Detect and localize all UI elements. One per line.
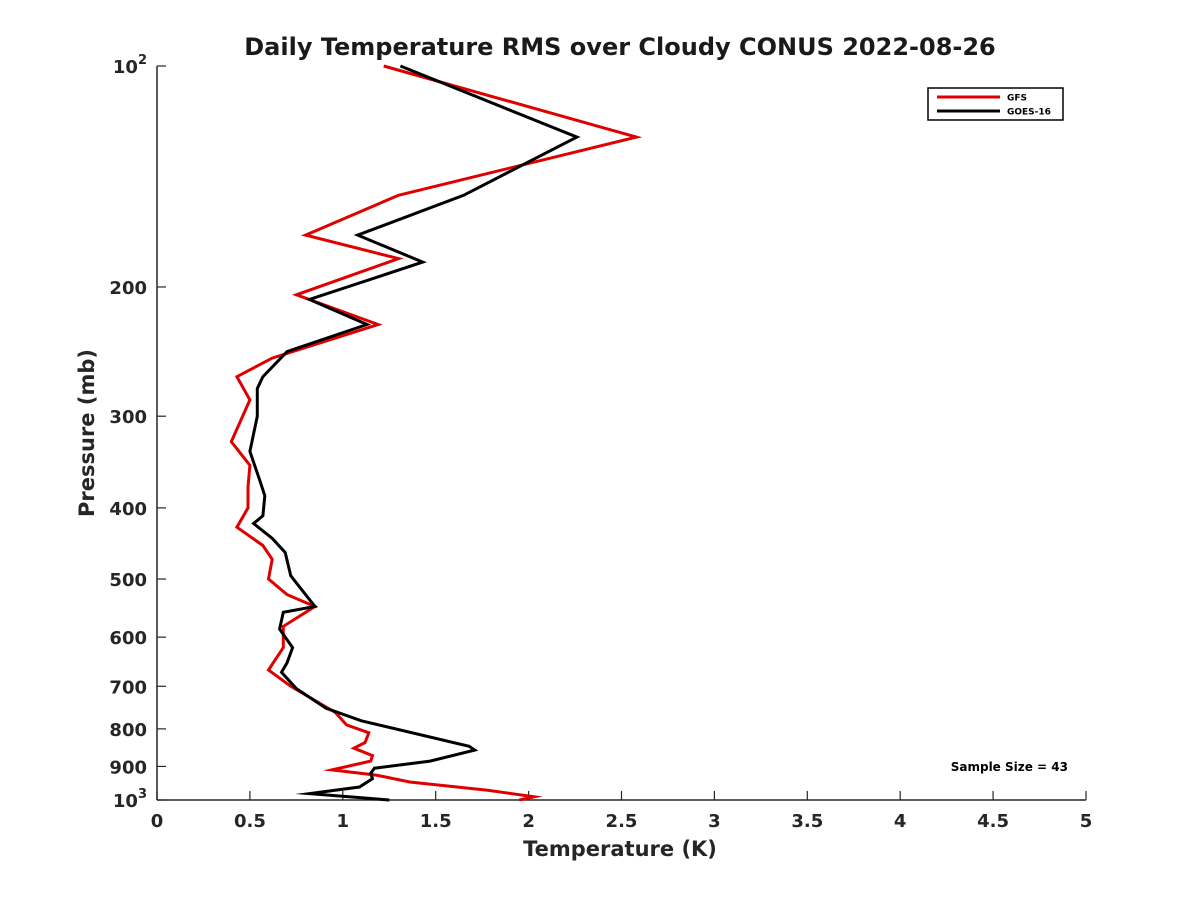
y-tick-label: 500 <box>109 570 147 591</box>
legend-label: GOES-16 <box>1007 108 1051 118</box>
y-tick-label: 102 <box>113 53 147 78</box>
series-line-gfs <box>229 64 643 802</box>
y-tick-label: 600 <box>109 628 147 649</box>
legend: GFS GOES-16 <box>927 87 1064 121</box>
x-tick-label: 1.5 <box>420 811 452 832</box>
x-tick-label: 0 <box>151 811 164 832</box>
x-tick-label: 2 <box>522 811 535 832</box>
x-tick-label: 3 <box>708 811 721 832</box>
x-tick-label: 2.5 <box>606 811 638 832</box>
x-tick-label: 4 <box>894 811 907 832</box>
x-axis: 0 0.5 1 1.5 2 2.5 3 3.5 4 4.5 5 <box>151 791 1093 832</box>
y-tick-label: 800 <box>109 720 147 741</box>
series-lines <box>229 64 643 802</box>
y-axis-label: Pressure (mb) <box>75 349 99 517</box>
y-axis: 102 200 300 400 500 600 700 800 900 103 <box>109 53 166 812</box>
x-axis-label: Temperature (K) <box>523 837 717 861</box>
x-tick-label: 0.5 <box>234 811 266 832</box>
x-tick-label: 4.5 <box>977 811 1009 832</box>
legend-label: GFS <box>1007 94 1027 104</box>
legend-box <box>927 87 1064 121</box>
x-tick-label: 5 <box>1080 811 1093 832</box>
x-tick-label: 1 <box>337 811 350 832</box>
y-tick-label: 400 <box>109 499 147 520</box>
series-line-goes-16 <box>248 64 581 802</box>
sample-size-annotation: Sample Size = 43 <box>951 760 1068 774</box>
y-tick-label: 900 <box>109 757 147 778</box>
chart-title: Daily Temperature RMS over Cloudy CONUS … <box>244 33 996 61</box>
y-tick-label: 103 <box>113 787 147 812</box>
y-tick-label: 200 <box>109 278 147 299</box>
x-tick-label: 3.5 <box>791 811 823 832</box>
y-tick-label: 300 <box>109 407 147 428</box>
y-tick-label: 700 <box>109 677 147 698</box>
